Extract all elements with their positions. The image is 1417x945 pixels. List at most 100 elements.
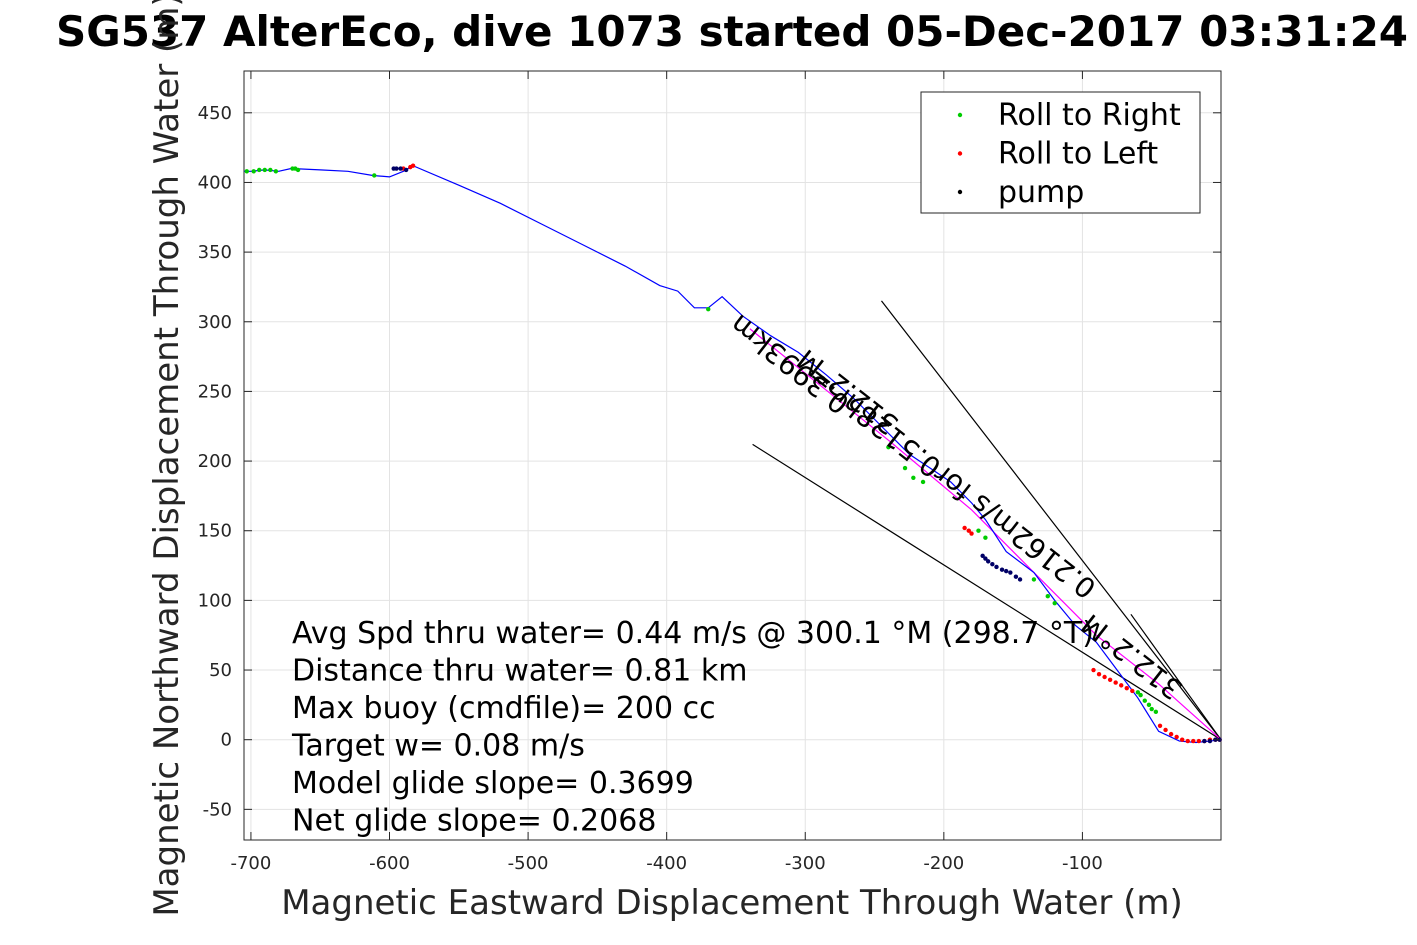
y-tick-label: 350 — [198, 242, 232, 263]
roll-right-point — [273, 169, 279, 174]
roll-left-point — [1157, 723, 1163, 728]
series — [244, 163, 1222, 744]
x-tick-label: -600 — [369, 853, 410, 874]
roll-left-point — [410, 163, 416, 168]
heading-line — [881, 300, 1222, 741]
roll-left-point — [1196, 738, 1202, 744]
roll-right-point — [1138, 692, 1143, 698]
y-tick-label: 50 — [209, 660, 232, 681]
roll-right-point — [886, 444, 891, 450]
y-tick-label: 450 — [198, 103, 232, 124]
pump-point — [1207, 738, 1213, 744]
roll-left-point — [966, 528, 971, 533]
roll-left-point — [1124, 685, 1129, 691]
roll-right-point — [983, 535, 988, 540]
legend-label: pump — [998, 175, 1084, 210]
pump-point — [1013, 574, 1019, 579]
pump-point — [1003, 568, 1009, 574]
x-tick-label: -200 — [923, 853, 964, 874]
roll-left-point — [969, 531, 974, 536]
pump-point — [999, 567, 1005, 572]
roll-left-point — [962, 525, 967, 531]
roll-left-point — [1091, 667, 1096, 673]
pump-point — [1202, 738, 1207, 744]
roll-right-point — [244, 169, 249, 174]
axes-box — [243, 70, 1222, 841]
roll-right-point — [295, 167, 301, 173]
x-tick-label: -700 — [230, 853, 271, 874]
roll-right-point — [257, 167, 262, 173]
stats-text: Avg Spd thru water= 0.44 m/s @ 300.1 °M … — [291, 616, 1094, 839]
pump-point — [990, 561, 995, 567]
x-tick-label: -500 — [508, 853, 549, 874]
roll-right-point — [268, 167, 273, 173]
pump-point — [398, 166, 403, 171]
stats-line: Distance thru water= 0.81 km — [292, 654, 747, 689]
pump-point — [983, 556, 988, 561]
y-tick-label: 200 — [198, 451, 232, 472]
y-tick-label: 150 — [198, 521, 232, 542]
legend-box — [920, 91, 1201, 214]
roll-right-point — [1153, 709, 1159, 715]
heading-line — [752, 443, 1222, 741]
model-track-line — [749, 328, 1222, 741]
y-tick-label: 250 — [198, 381, 232, 402]
roll-left-point — [1130, 688, 1135, 694]
roll-right-point — [262, 167, 267, 173]
y-tick-label: 300 — [198, 312, 232, 333]
roll-left-point — [1102, 674, 1107, 680]
x-tick-label: -100 — [1062, 853, 1103, 874]
roll-right-point — [902, 465, 908, 471]
grid — [244, 71, 1221, 840]
roll-left-point — [1174, 734, 1179, 740]
pump-point — [394, 166, 399, 171]
roll-right-point — [1052, 600, 1057, 606]
stats-line: Max buoy (cmdfile)= 200 cc — [292, 691, 716, 726]
roll-left-point — [1107, 677, 1113, 682]
pump-point — [980, 553, 985, 559]
roll-left-point — [1185, 738, 1190, 744]
roll-right-point — [920, 479, 926, 485]
roll-left-point — [1113, 680, 1118, 685]
roll-right-point — [251, 169, 256, 174]
y-tick-label: 100 — [198, 590, 232, 611]
chart-title: SG537 AlterEco, dive 1073 started 05-Dec… — [56, 7, 1408, 56]
roll-right-point — [1045, 594, 1050, 599]
y-tick-label: 0 — [221, 730, 232, 751]
pump-point — [985, 559, 991, 564]
roll-right-point — [706, 307, 711, 312]
stats-line: Model glide slope= 0.3699 — [292, 766, 694, 801]
legend-marker — [957, 112, 963, 118]
roll-left-point — [1096, 672, 1102, 677]
legend-label: Roll to Right — [998, 98, 1181, 133]
roll-right-point — [1142, 698, 1147, 703]
roll-left-point — [1179, 737, 1185, 742]
legend-marker — [957, 151, 963, 156]
pump-point — [1017, 577, 1023, 582]
heading-line — [1130, 613, 1222, 741]
x-tick-label: -400 — [646, 853, 687, 874]
y-tick-label: 400 — [198, 172, 232, 193]
stats-line: Net glide slope= 0.2068 — [292, 804, 656, 839]
roll-left-point — [1163, 727, 1168, 733]
roll-right-point — [1146, 702, 1152, 708]
legend-label: Roll to Left — [998, 137, 1158, 172]
y-axis-label: Magnetic Northward Displacement Through … — [147, 0, 187, 917]
roll-right-point — [911, 475, 916, 480]
roll-right-point — [976, 528, 981, 533]
roll-left-point — [1168, 731, 1174, 737]
pump-point — [1008, 570, 1013, 575]
roll-right-point — [1149, 706, 1154, 712]
ticks: -700 -600 -500 -400 -300 -200 -100-50050100150… — [198, 71, 1221, 874]
stats-line: Avg Spd thru water= 0.44 m/s @ 300.1 °M … — [292, 616, 1094, 651]
roll-right-point — [1031, 577, 1037, 582]
x-axis-label: Magnetic Eastward Displacement Through W… — [281, 883, 1183, 923]
x-tick-label: -300 — [785, 853, 826, 874]
heading-lines — [752, 300, 1222, 741]
roll-left-point — [1191, 738, 1196, 744]
pump-point — [403, 167, 409, 173]
roll-right-point — [1135, 690, 1141, 695]
legend-marker — [957, 189, 963, 195]
